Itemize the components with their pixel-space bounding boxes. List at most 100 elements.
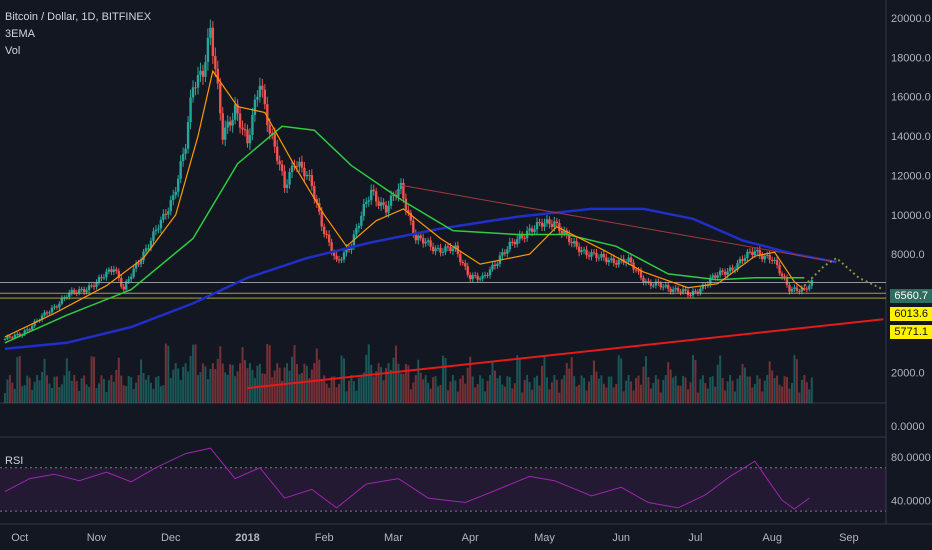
volume-bar xyxy=(449,381,452,403)
volume-bar xyxy=(36,375,39,403)
volume-bar xyxy=(192,344,195,403)
candle-body xyxy=(95,282,98,287)
volume-bar xyxy=(808,389,811,403)
candle-body xyxy=(476,275,479,280)
price-tick-label: 2000.0 xyxy=(891,367,925,379)
volume-bar xyxy=(58,387,61,403)
volume-bar xyxy=(320,378,323,403)
candle-body xyxy=(164,213,168,215)
candle-body xyxy=(33,321,36,326)
volume-bar xyxy=(553,375,556,403)
candle-body xyxy=(728,267,732,272)
volume-bar xyxy=(303,363,306,403)
candle-body xyxy=(615,263,618,265)
candle-body xyxy=(568,234,571,243)
candle-body xyxy=(374,191,378,202)
volume-bar xyxy=(476,384,479,403)
volume-bar xyxy=(605,387,608,403)
candle-body xyxy=(102,277,106,279)
volume-bar xyxy=(595,371,598,403)
volume-bar xyxy=(481,378,484,403)
volume-bar xyxy=(701,375,704,403)
candle-body xyxy=(60,298,64,304)
candle-body xyxy=(204,62,207,77)
rsi-indicator-label: RSI xyxy=(5,455,24,467)
volume-bar xyxy=(716,364,719,403)
candle-body xyxy=(48,312,51,314)
volume-bar xyxy=(130,377,133,403)
volume-bar xyxy=(78,390,81,403)
candle-body xyxy=(407,210,410,213)
candle-body xyxy=(694,290,697,292)
candle-body xyxy=(753,251,757,256)
candle-body xyxy=(273,133,276,147)
volume-bar xyxy=(177,368,180,403)
candle-body xyxy=(211,27,215,56)
candle-body xyxy=(592,252,596,254)
candle-body xyxy=(555,221,559,223)
candle-body xyxy=(681,289,685,293)
candle-body xyxy=(365,201,368,205)
volume-bar xyxy=(766,375,769,403)
volume-bar xyxy=(55,376,58,403)
volume-bar xyxy=(340,355,343,403)
volume-bar xyxy=(26,375,29,403)
volume-bar xyxy=(602,383,605,403)
candle-body xyxy=(503,252,507,254)
candle-body xyxy=(300,161,304,168)
volume-bar xyxy=(244,360,247,403)
volume-bar xyxy=(50,387,53,403)
candle-body xyxy=(518,234,521,240)
candle-body xyxy=(340,259,343,261)
candle-body xyxy=(766,254,769,256)
candle-body xyxy=(362,204,366,216)
candle-body xyxy=(65,296,69,298)
candle-body xyxy=(172,195,175,201)
volume-bar xyxy=(397,363,400,403)
volume-bar xyxy=(88,387,91,403)
volume-bar xyxy=(93,356,96,403)
candle-body xyxy=(16,333,19,335)
time-tick-label: Jul xyxy=(688,532,702,544)
candle-body xyxy=(741,259,744,261)
candle-body xyxy=(790,289,794,292)
candle-body xyxy=(167,211,170,215)
volume-bar xyxy=(474,387,477,403)
volume-bar xyxy=(699,379,702,403)
candle-body xyxy=(481,275,484,279)
volume-bar xyxy=(565,362,568,403)
candle-body xyxy=(196,74,200,88)
candle-body xyxy=(748,251,752,253)
volume-bar xyxy=(68,371,71,403)
volume-bar xyxy=(694,359,697,403)
candle-body xyxy=(360,215,363,226)
candle-body xyxy=(248,134,252,144)
candle-body xyxy=(545,219,549,224)
candle-body xyxy=(528,228,531,231)
volume-bar xyxy=(689,382,692,403)
candle-body xyxy=(758,249,761,256)
volume-bar xyxy=(125,386,128,403)
volume-bar xyxy=(454,380,457,403)
volume-bar xyxy=(469,356,472,403)
volume-bar xyxy=(545,377,548,403)
candle-body xyxy=(18,333,21,337)
candle-body xyxy=(726,271,729,275)
candle-body xyxy=(290,165,294,173)
volume-bar xyxy=(781,386,784,403)
volume-bar xyxy=(11,382,14,403)
volume-bar xyxy=(41,371,44,403)
volume-bar xyxy=(758,378,761,403)
volume-bar xyxy=(498,375,501,403)
candle-body xyxy=(751,251,754,256)
volume-bar xyxy=(679,385,682,403)
volume-bar xyxy=(550,382,553,403)
candle-body xyxy=(325,234,328,236)
volume-bar xyxy=(506,376,509,403)
volume-bar xyxy=(362,372,365,403)
level-badge-mid: 6013.6 xyxy=(890,307,932,321)
volume-bar xyxy=(120,375,123,403)
candle-body xyxy=(709,277,712,285)
candle-body xyxy=(785,277,789,285)
